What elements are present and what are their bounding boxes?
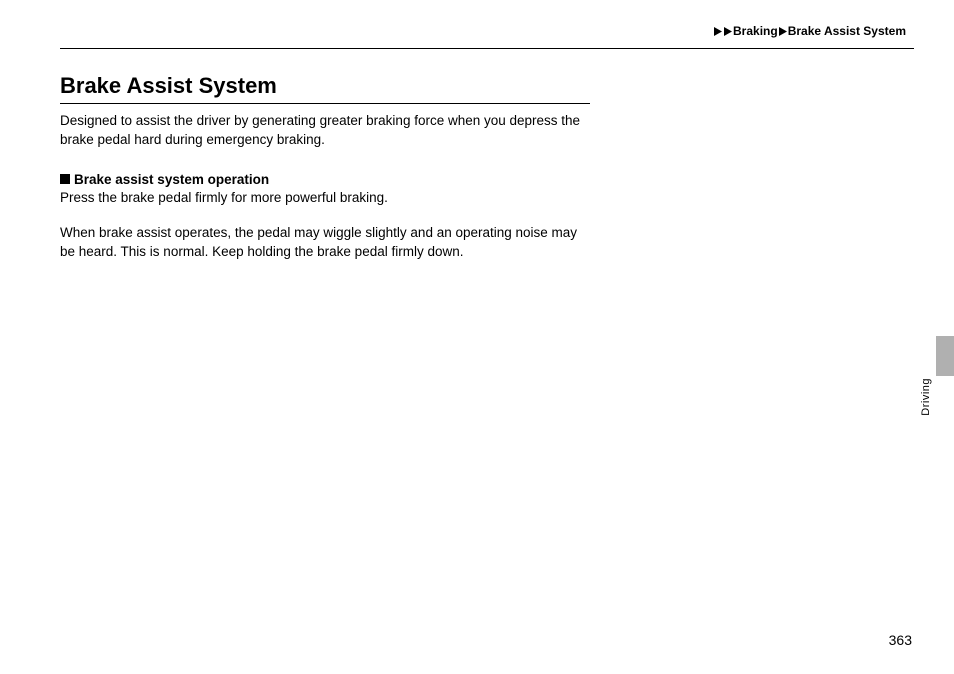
section-heading: Brake assist system operation: [60, 172, 590, 187]
breadcrumb-level2: Brake Assist System: [788, 24, 906, 38]
intro-paragraph: Designed to assist the driver by generat…: [60, 112, 590, 150]
triangle-right-icon: [724, 27, 732, 36]
manual-page: Braking Brake Assist System Brake Assist…: [0, 0, 954, 674]
breadcrumb-level1: Braking: [733, 24, 778, 38]
triangle-right-icon: [714, 27, 722, 36]
page-number: 363: [889, 632, 912, 648]
body-paragraph-1: Press the brake pedal firmly for more po…: [60, 189, 590, 208]
content-column: Brake Assist System Designed to assist t…: [60, 73, 590, 261]
section-heading-text: Brake assist system operation: [74, 172, 269, 187]
breadcrumb: Braking Brake Assist System: [60, 20, 914, 46]
body-paragraph-2: When brake assist operates, the pedal ma…: [60, 224, 590, 262]
header-rule: [60, 48, 914, 49]
triangle-right-icon: [779, 27, 787, 36]
section-side-label: Driving: [920, 378, 932, 416]
page-title: Brake Assist System: [60, 73, 590, 104]
square-bullet-icon: [60, 174, 70, 184]
thumb-tab: [936, 336, 954, 376]
